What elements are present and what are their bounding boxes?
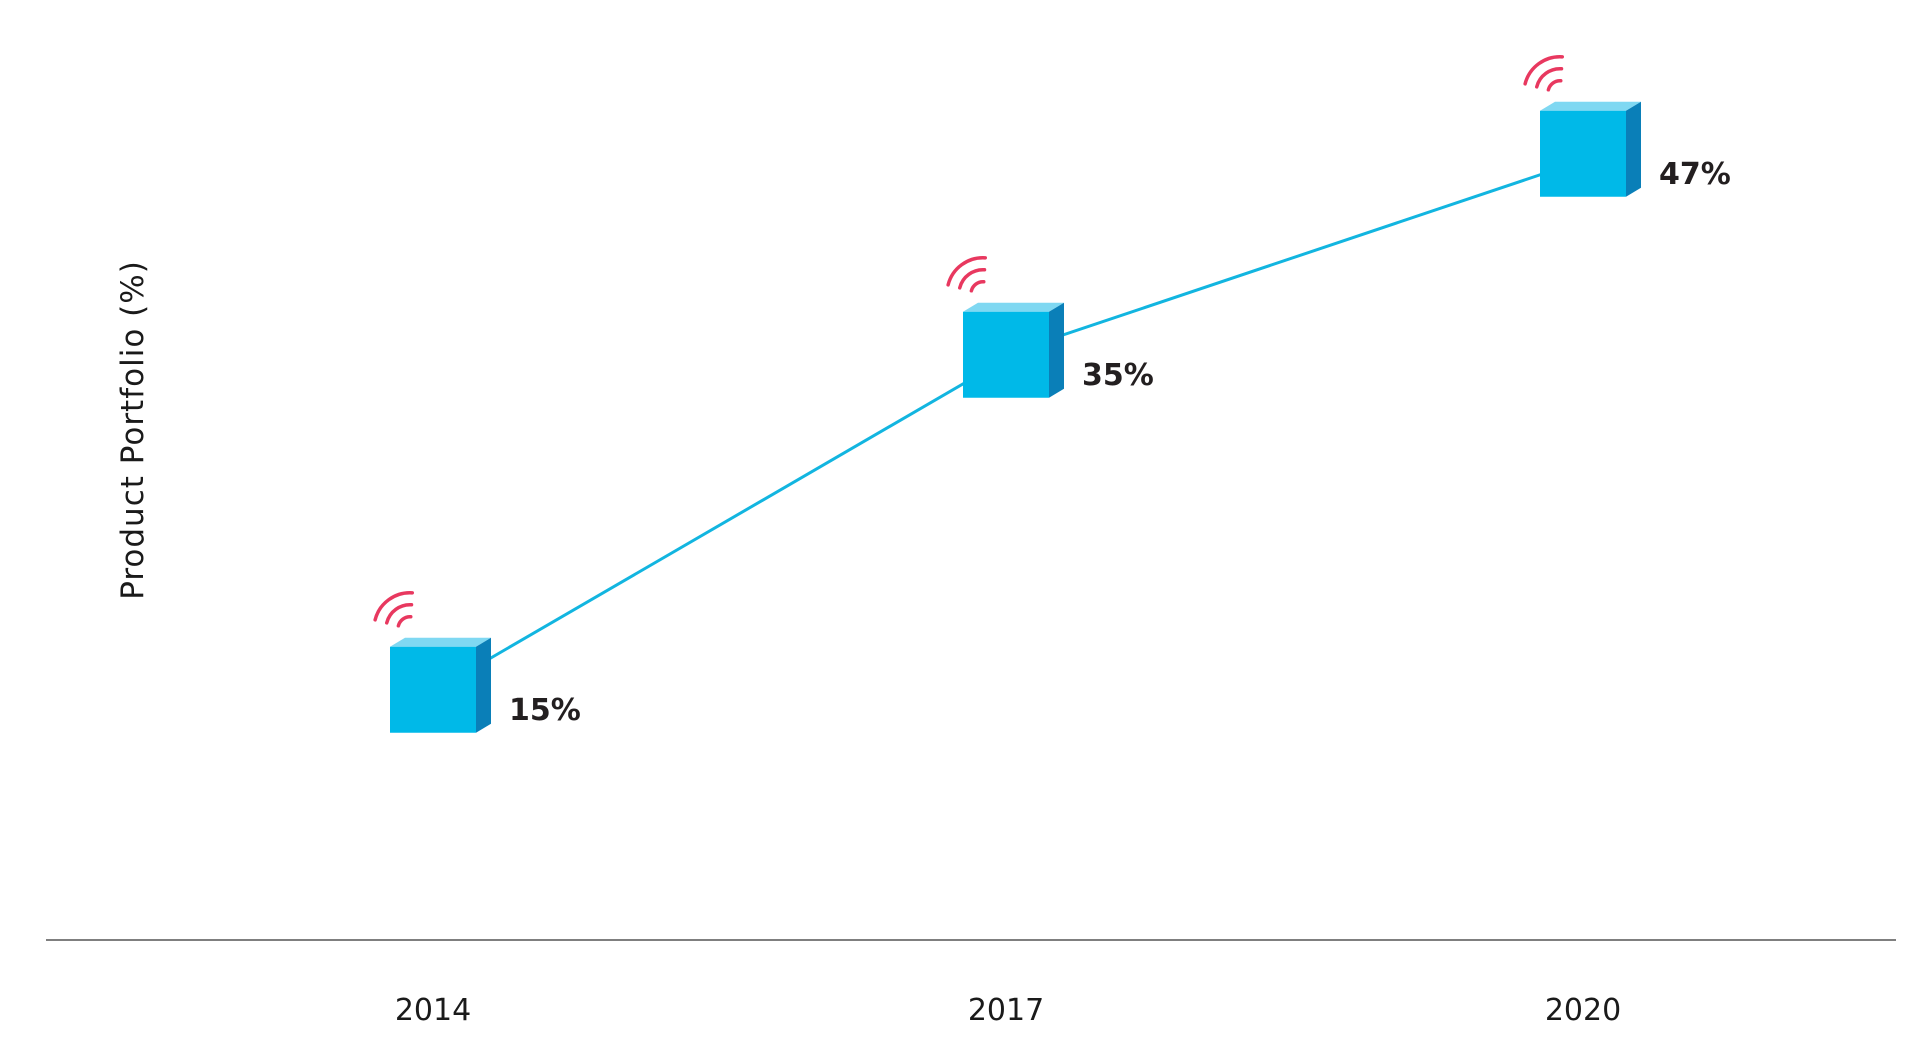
signal-arc xyxy=(1546,79,1563,92)
wireless-signal-icon xyxy=(1523,55,1565,92)
signal-arc xyxy=(385,603,414,625)
series-line-segment xyxy=(1015,162,1574,353)
data-label: 15% xyxy=(509,693,581,728)
cube-front-face xyxy=(963,311,1049,398)
signal-arc xyxy=(1535,67,1564,89)
signal-arc xyxy=(946,256,988,287)
data-label: 35% xyxy=(1082,358,1154,393)
x-tick-layer: 2014 2017 2020 xyxy=(395,993,1621,1028)
cube-side-face xyxy=(1626,101,1641,197)
series-line-segment xyxy=(442,363,997,688)
data-label: 47% xyxy=(1659,157,1731,192)
marker-layer xyxy=(373,55,1641,733)
cube-top-face xyxy=(1540,101,1641,111)
y-axis-label: Product Portfolio (%) xyxy=(115,260,151,600)
x-tick-label: 2014 xyxy=(395,993,471,1028)
signal-arc xyxy=(969,280,986,293)
cube-side-face xyxy=(476,637,491,733)
x-tick-label: 2020 xyxy=(1545,993,1621,1028)
signal-arc xyxy=(958,268,987,290)
series-layer xyxy=(442,162,1574,688)
cube-front-face xyxy=(1540,110,1626,197)
x-tick-label: 2017 xyxy=(968,993,1044,1028)
data-point-2014 xyxy=(373,591,491,733)
signal-arc xyxy=(396,615,413,628)
data-point-2020 xyxy=(1523,55,1641,197)
wireless-signal-icon xyxy=(946,256,988,293)
cube-top-face xyxy=(963,302,1064,312)
cube-side-face xyxy=(1049,302,1064,398)
data-point-2017 xyxy=(946,256,1064,398)
wireless-signal-icon xyxy=(373,591,415,628)
signal-arc xyxy=(373,591,415,622)
label-layer: 15% 35% 47% xyxy=(509,157,1731,728)
signal-arc xyxy=(1523,55,1565,86)
cube-front-face xyxy=(390,646,476,733)
cube-top-face xyxy=(390,637,491,647)
